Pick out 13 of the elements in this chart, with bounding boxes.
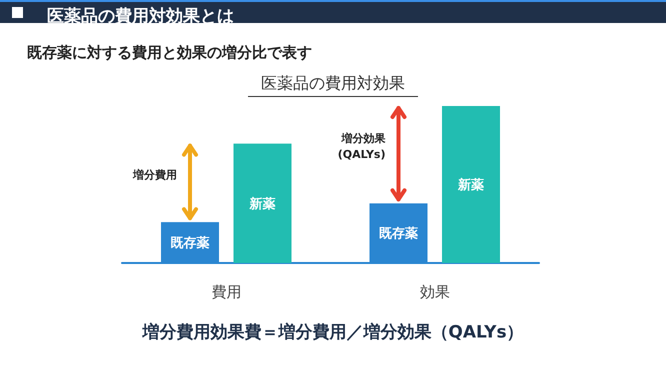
text: 既存薬 bbox=[379, 226, 418, 241]
text: 増分費用効果費＝増分費用／増分効果（QALYs） bbox=[141, 322, 524, 342]
chart-subtitle: 既存薬に対する費用と効果の増分比で表す bbox=[27, 44, 312, 62]
annotation: 増分効果 (QALYs) bbox=[338, 132, 386, 162]
bar bbox=[442, 106, 500, 263]
x-tick-label: 費用 bbox=[211, 284, 242, 301]
bar bbox=[234, 144, 292, 263]
series-label: 既存薬 bbox=[170, 235, 210, 250]
series-label: 新薬 bbox=[248, 196, 276, 211]
x-tick-label: 効果 bbox=[420, 284, 450, 301]
annotation: 増分費用 bbox=[132, 168, 177, 182]
text: 新薬 bbox=[458, 177, 484, 192]
text: 医薬品の費用対効果 bbox=[261, 74, 405, 92]
